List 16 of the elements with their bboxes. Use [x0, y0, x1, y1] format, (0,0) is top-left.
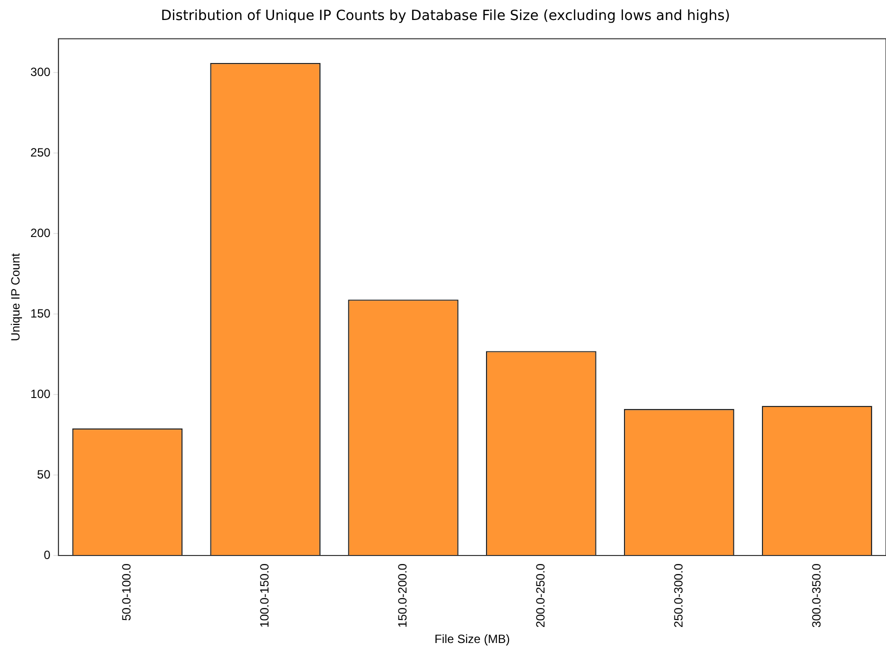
x-tick-label: 250.0-300.0 — [671, 563, 686, 628]
y-tick-label: 150 — [30, 306, 51, 320]
x-axis-title: File Size (MB) — [434, 632, 510, 646]
y-tick-label: 300 — [30, 64, 51, 79]
y-tick-label: 100 — [30, 386, 51, 401]
y-tick-label: 200 — [30, 226, 51, 240]
y-tick-label: 50 — [37, 467, 51, 482]
y-axis-title: Unique IP Count — [8, 252, 23, 342]
x-tick-label: 100.0-150.0 — [258, 563, 272, 628]
x-tick-label: 300.0-350.0 — [809, 563, 824, 628]
y-tick-label: 0 — [44, 548, 51, 562]
chart-title: Distribution of Unique IP Counts by Database File Size (excluding lows and highs) — [160, 8, 730, 24]
x-tick-label: 150.0-200.0 — [396, 563, 410, 628]
y-tick-label: 250 — [30, 145, 51, 160]
x-tick-label: 50.0-100.0 — [120, 563, 134, 621]
x-tick-label: 200.0-250.0 — [533, 563, 548, 628]
